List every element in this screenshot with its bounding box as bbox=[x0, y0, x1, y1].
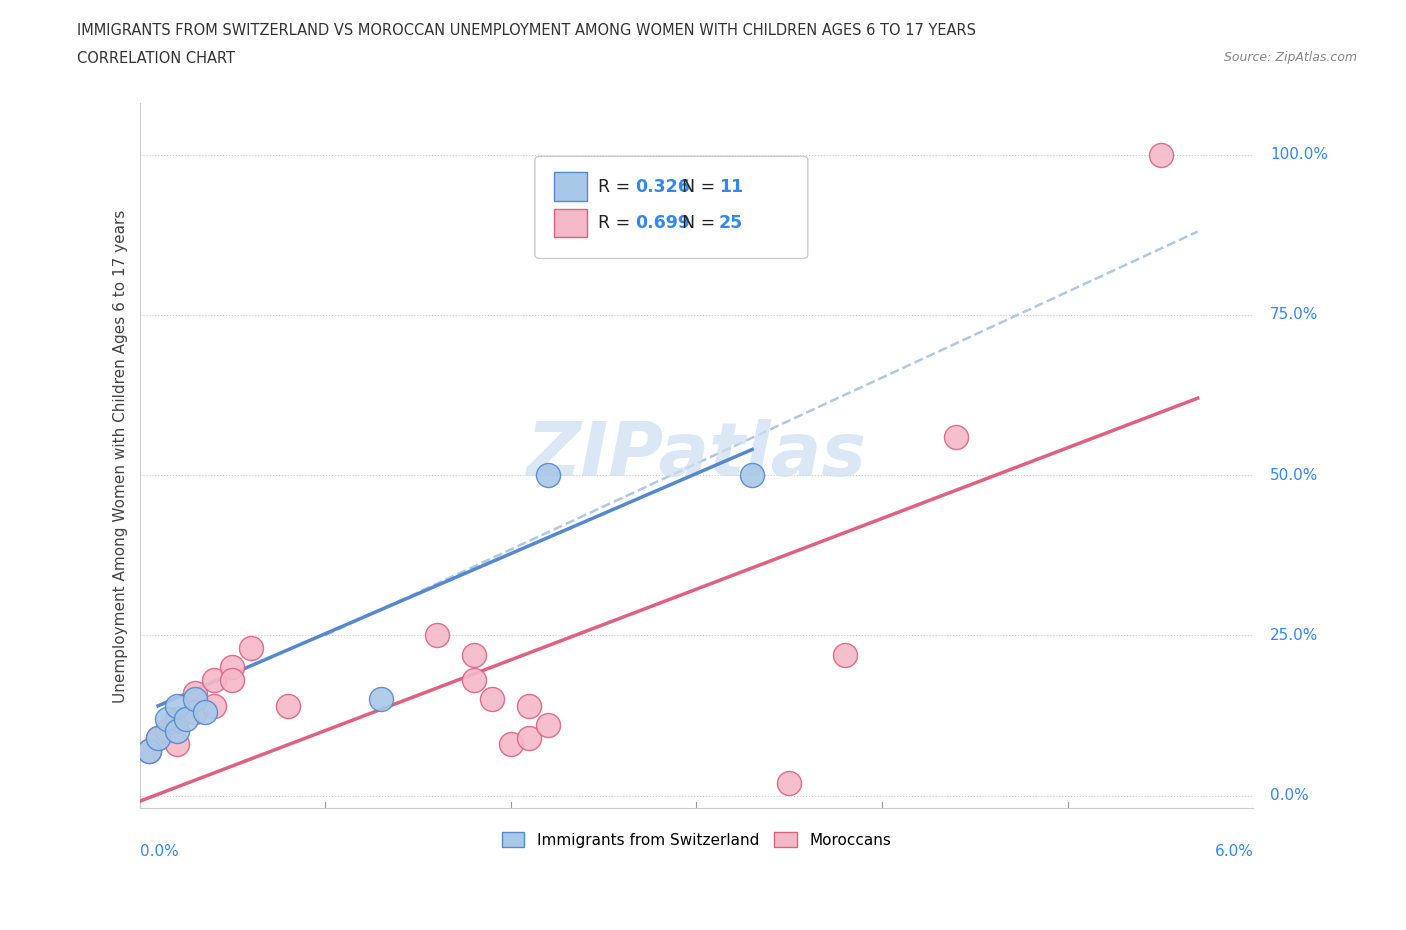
Point bbox=[519, 730, 541, 745]
Text: R =: R = bbox=[599, 214, 636, 232]
Point bbox=[834, 647, 856, 662]
Point bbox=[193, 705, 215, 720]
Point bbox=[370, 692, 392, 707]
FancyBboxPatch shape bbox=[554, 172, 588, 201]
Point bbox=[499, 737, 522, 751]
Point bbox=[166, 724, 188, 739]
Point bbox=[425, 628, 447, 643]
Point bbox=[184, 692, 207, 707]
Text: Source: ZipAtlas.com: Source: ZipAtlas.com bbox=[1223, 51, 1357, 64]
Point bbox=[945, 430, 967, 445]
Point bbox=[146, 730, 169, 745]
Point bbox=[174, 711, 197, 726]
Point bbox=[239, 641, 262, 656]
Point bbox=[221, 672, 243, 687]
Text: N =: N = bbox=[682, 214, 721, 232]
Point bbox=[741, 468, 763, 483]
Point bbox=[519, 698, 541, 713]
Legend: Immigrants from Switzerland, Moroccans: Immigrants from Switzerland, Moroccans bbox=[495, 826, 897, 854]
Point bbox=[138, 743, 160, 758]
Point bbox=[166, 737, 188, 751]
Text: 0.699: 0.699 bbox=[636, 214, 690, 232]
Y-axis label: Unemployment Among Women with Children Ages 6 to 17 years: Unemployment Among Women with Children A… bbox=[114, 209, 128, 702]
Point bbox=[481, 692, 503, 707]
Text: 6.0%: 6.0% bbox=[1215, 844, 1253, 858]
Text: ZIPatlas: ZIPatlas bbox=[526, 419, 866, 492]
Point bbox=[463, 672, 485, 687]
Text: 25.0%: 25.0% bbox=[1270, 628, 1319, 643]
Text: N =: N = bbox=[682, 178, 721, 195]
Point bbox=[537, 718, 560, 733]
Point bbox=[138, 743, 160, 758]
Text: 0.0%: 0.0% bbox=[139, 844, 179, 858]
Text: 11: 11 bbox=[718, 178, 742, 195]
Point bbox=[166, 698, 188, 713]
Point bbox=[537, 468, 560, 483]
Point bbox=[778, 776, 800, 790]
Text: IMMIGRANTS FROM SWITZERLAND VS MOROCCAN UNEMPLOYMENT AMONG WOMEN WITH CHILDREN A: IMMIGRANTS FROM SWITZERLAND VS MOROCCAN … bbox=[77, 23, 976, 38]
Text: R =: R = bbox=[599, 178, 636, 195]
Point bbox=[463, 647, 485, 662]
Point bbox=[184, 685, 207, 700]
Text: CORRELATION CHART: CORRELATION CHART bbox=[77, 51, 235, 66]
Point bbox=[184, 705, 207, 720]
Point bbox=[202, 672, 225, 687]
Point bbox=[146, 730, 169, 745]
Point bbox=[156, 724, 179, 739]
Text: 0.0%: 0.0% bbox=[1270, 788, 1309, 804]
Text: 25: 25 bbox=[718, 214, 742, 232]
Point bbox=[221, 660, 243, 675]
Text: 75.0%: 75.0% bbox=[1270, 307, 1319, 323]
Point bbox=[277, 698, 299, 713]
Point bbox=[202, 698, 225, 713]
Point bbox=[166, 711, 188, 726]
FancyBboxPatch shape bbox=[534, 156, 808, 259]
Text: 0.326: 0.326 bbox=[636, 178, 690, 195]
FancyBboxPatch shape bbox=[554, 209, 588, 237]
Text: 100.0%: 100.0% bbox=[1270, 147, 1329, 162]
Text: 50.0%: 50.0% bbox=[1270, 468, 1319, 483]
Point bbox=[156, 711, 179, 726]
Point bbox=[1149, 147, 1171, 162]
